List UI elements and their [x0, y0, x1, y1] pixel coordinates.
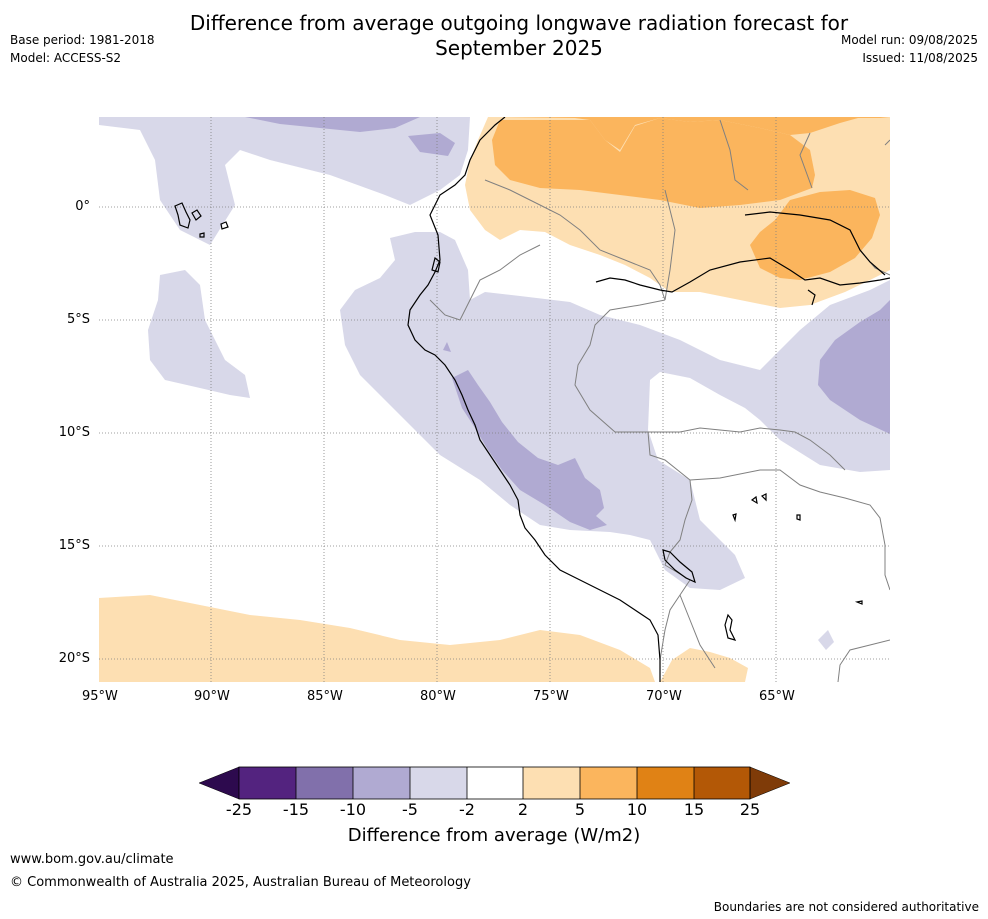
- graticule: [99, 117, 890, 682]
- copyright-text: © Commonwealth of Australia 2025, Austra…: [10, 875, 471, 890]
- colorbar-extend-high: [749, 766, 791, 800]
- colorbar-tick: 25: [739, 800, 761, 819]
- colorbar-segment-7: [580, 767, 637, 799]
- lat-label-15s: 15°S: [58, 538, 90, 553]
- anomaly-pos-5-10-north: [500, 117, 890, 150]
- colorbar-tick: 2: [517, 800, 529, 819]
- base-period-label: Base period: 1981-2018: [10, 33, 155, 47]
- anomaly-neg-5-10-andes: [452, 370, 607, 530]
- anomaly-neg-5-10-speck: [443, 342, 451, 352]
- colorbar-segment-8: [637, 767, 694, 799]
- colorbar-tick: -5: [402, 800, 418, 819]
- anomaly-neg-2-5-island: [818, 630, 834, 650]
- anomaly-neg-5-10-east: [818, 300, 890, 434]
- lat-label-0: 0°: [75, 199, 90, 214]
- colorbar-tick: 10: [626, 800, 648, 819]
- disclaimer-text: Boundaries are not considered authoritat…: [713, 900, 979, 914]
- colorbar-segment-2: [296, 767, 353, 799]
- colorbar-segment-9: [694, 767, 750, 799]
- map-plot-area: [99, 117, 890, 682]
- colorbar-tick: 15: [683, 800, 705, 819]
- lon-label-70w: 70°W: [646, 689, 682, 704]
- lon-label-95w: 95°W: [82, 689, 118, 704]
- lat-label-5s: 5°S: [66, 312, 90, 327]
- colorbar-segment-4: [410, 767, 467, 799]
- model-label: Model: ACCESS-S2: [10, 51, 122, 65]
- colorbar-tick: -15: [282, 800, 310, 819]
- anomaly-neg-5-10-north: [245, 117, 420, 132]
- lon-label-75w: 75°W: [533, 689, 569, 704]
- anomaly-neg-5-10-north-small: [408, 133, 455, 156]
- lat-label-10s: 10°S: [58, 425, 90, 440]
- issued-label: Issued: 11/08/2025: [862, 51, 978, 65]
- website-link[interactable]: www.bom.gov.au/climate: [10, 852, 174, 867]
- lon-label-85w: 85°W: [307, 689, 343, 704]
- title-line-1: Difference from average outgoing longwav…: [189, 11, 849, 35]
- map-title: Difference from average outgoing longwav…: [0, 11, 988, 61]
- colorbar-segment-6: [523, 767, 580, 799]
- country-borders: [429, 119, 890, 682]
- anomaly-neg-2-5-west: [148, 270, 250, 398]
- model-run-label: Model run: 09/08/2025: [840, 33, 978, 47]
- lon-label-65w: 65°W: [759, 689, 795, 704]
- lon-label-90w: 90°W: [194, 689, 230, 704]
- anomaly-pos-5-10-upper: [492, 118, 815, 208]
- lon-label-80w: 80°W: [420, 689, 456, 704]
- colorbar-tick: -25: [225, 800, 253, 819]
- anomaly-neg-2-5-central: [340, 232, 890, 590]
- colorbar-tick: -10: [339, 800, 367, 819]
- colorbar-tick: 5: [574, 800, 586, 819]
- title-line-2: September 2025: [435, 36, 603, 60]
- lat-label-20s: 20°S: [58, 651, 90, 666]
- colorbar-extend-low: [198, 766, 240, 800]
- coastlines: [174, 117, 890, 682]
- colorbar: [198, 766, 791, 800]
- anomaly-pos-2-5-south: [99, 595, 655, 682]
- colorbar-segment-3: [353, 767, 410, 799]
- anomaly-pos-2-5-southeast: [660, 648, 748, 682]
- colorbar-segment-1: [239, 767, 296, 799]
- colorbar-segment-5: [467, 767, 523, 799]
- colorbar-title: Difference from average (W/m2): [347, 825, 641, 846]
- anomaly-pos-5-10-amazon: [750, 190, 880, 280]
- colorbar-tick: -2: [459, 800, 475, 819]
